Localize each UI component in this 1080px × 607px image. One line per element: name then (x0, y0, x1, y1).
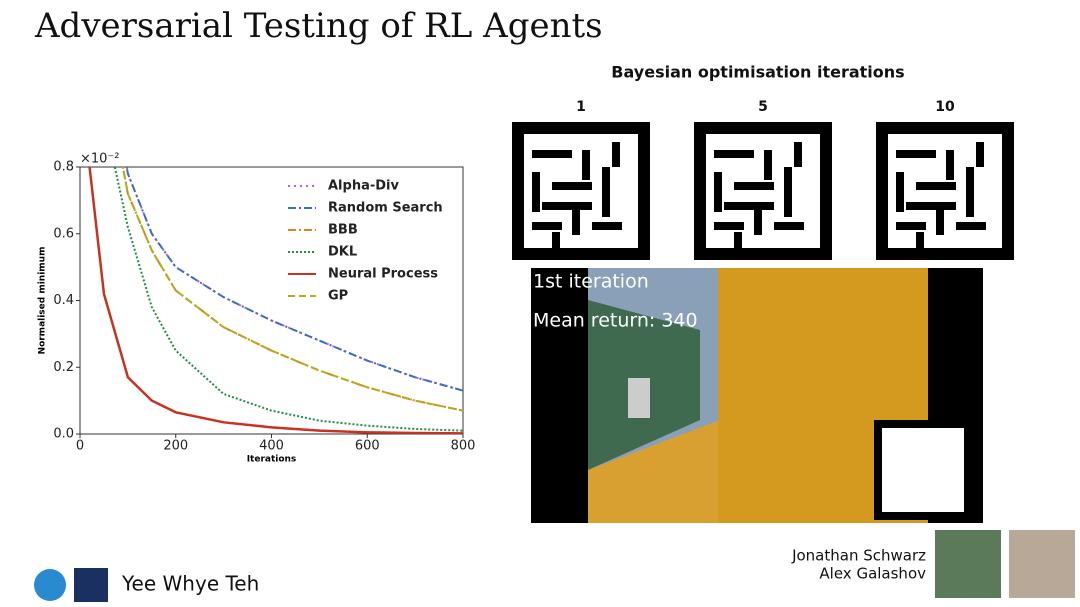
maze-wall (966, 167, 974, 217)
maze-wall (714, 222, 744, 230)
series-line (121, 167, 463, 412)
series-line (121, 167, 463, 412)
game-caption: 1st iteration (533, 271, 649, 293)
maze-wall (734, 232, 742, 252)
x-tick-label: 200 (163, 439, 188, 454)
x-tick-label: 0 (76, 439, 84, 454)
x-axis-label: Iterations (247, 455, 297, 465)
maze-wall (582, 150, 590, 180)
game-caption: Mean return: 340 (533, 310, 698, 332)
maze-wall (784, 167, 792, 217)
y-tick-label: 0.6 (53, 226, 74, 241)
maze-wall (976, 142, 984, 167)
legend-label: GP (328, 289, 348, 304)
maze-wall (764, 150, 772, 180)
maze-wall (916, 182, 956, 190)
maze-wall (936, 210, 944, 235)
maze-wall (906, 202, 956, 210)
maze-heading: Bayesian optimisation iterations (611, 63, 904, 82)
series-line (125, 167, 463, 392)
legend-label: Alpha-Div (328, 179, 399, 194)
maze-wall (754, 210, 762, 235)
y-tick-label: 0.8 (53, 160, 74, 175)
maze-wall (896, 172, 904, 212)
legend-label: BBB (328, 223, 358, 238)
maze-wall (552, 232, 560, 252)
maze-wall (532, 172, 540, 212)
mazes: 1 5 10 (512, 99, 1014, 260)
maze-label: 1 (576, 99, 586, 115)
photo (935, 530, 1001, 598)
y-axis-label: Normalised minimum (38, 247, 48, 355)
x-tick-label: 400 (259, 439, 284, 454)
series-line (113, 167, 463, 432)
x-tick-label: 600 (355, 439, 380, 454)
logo (34, 569, 66, 601)
maze-wall (552, 182, 592, 190)
maze-wall (572, 210, 580, 235)
maze-wall (916, 232, 924, 252)
speaker: Yee Whye Teh (121, 572, 259, 596)
maze-wall (602, 167, 610, 217)
y-tick-label: 0.4 (53, 293, 74, 308)
maze-wall (612, 142, 620, 167)
legend-label: Neural Process (328, 267, 438, 282)
maze-wall (896, 150, 936, 158)
legend-label: Random Search (328, 201, 443, 216)
x-tick-label: 800 (451, 439, 476, 454)
y-tick-label: 0.2 (53, 360, 74, 375)
maze-wall (714, 150, 754, 158)
maze-wall (532, 150, 572, 158)
maze-wall (794, 142, 802, 167)
y-multiplier: ×10⁻² (80, 152, 120, 167)
game-view: 1st iteration Mean return: 340 (531, 268, 983, 523)
maze-wall (734, 182, 774, 190)
author: Jonathan Schwarz (791, 547, 926, 565)
y-tick-label: 0.0 (53, 427, 74, 442)
maze-wall (956, 222, 986, 230)
maze-wall (532, 222, 562, 230)
maze-wall (774, 222, 804, 230)
maze-wall (896, 222, 926, 230)
slide-title: Adversarial Testing of RL Agents (34, 6, 603, 46)
maze-wall (714, 172, 722, 212)
series-line (88, 167, 463, 434)
legend-label: DKL (328, 245, 357, 260)
logo (74, 568, 108, 602)
maze-wall (724, 202, 774, 210)
maze-wall (542, 202, 592, 210)
photo (1009, 530, 1075, 598)
series-line (125, 167, 463, 392)
maze-wall (592, 222, 622, 230)
maze-wall (946, 150, 954, 180)
maze-label: 5 (758, 99, 768, 115)
author: Alex Galashov (819, 565, 926, 583)
maze-label: 10 (935, 99, 955, 115)
